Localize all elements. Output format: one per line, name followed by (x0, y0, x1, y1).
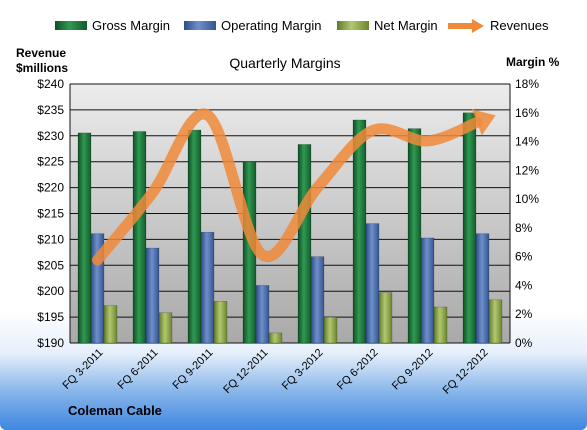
legend-label-operating-margin: Operating Margin (221, 18, 321, 33)
x-tick-label: FQ 6-2012 (335, 347, 381, 393)
right-tick-label: 16% (515, 106, 539, 120)
revenue-line-arrowhead (471, 109, 496, 136)
right-tick-label: 0% (515, 336, 533, 350)
operating-margin-bar (420, 237, 435, 344)
right-tick-label: 8% (515, 221, 533, 235)
x-tick-label: FQ 9-2012 (390, 347, 436, 393)
x-tick-label: FQ 3-2012 (280, 347, 326, 393)
right-axis-tick-labels: 0% 2% 4% 6% 8% 10% 12% 14% 16% 18% (515, 77, 539, 350)
operating-margin-bar (255, 285, 270, 344)
left-tick-label: $210 (37, 232, 64, 246)
left-tick-label: $215 (37, 207, 64, 221)
operating-margin-bar (145, 247, 160, 344)
bars (77, 112, 503, 344)
legend-label-revenues: Revenues (490, 18, 549, 33)
operating-margin-bar (310, 256, 325, 344)
right-tick-label: 12% (515, 163, 539, 177)
revenue-line (92, 108, 496, 266)
operating-margin-bar (200, 231, 215, 344)
x-tick-label: FQ 12-2012 (441, 347, 491, 397)
left-tick-label: $190 (37, 336, 64, 350)
left-axis-title-line2: $millions (16, 61, 68, 75)
net-margin-bar (378, 292, 393, 344)
gross-margin-bar (462, 112, 477, 344)
right-tick-label: 4% (515, 278, 533, 292)
operating-margin-bar (475, 233, 490, 344)
left-tick-label: $240 (37, 77, 64, 91)
legend-swatch-operating-margin (184, 21, 216, 30)
legend-label-gross-margin: Gross Margin (92, 18, 170, 33)
footer-company-label: Coleman Cable (68, 403, 162, 418)
left-tick-label: $225 (37, 155, 64, 169)
left-axis-title-line1: Revenue (16, 46, 66, 60)
right-tick-label: 2% (515, 307, 533, 321)
net-margin-bar (268, 332, 283, 344)
x-axis-tick-labels: FQ 3-2011 FQ 6-2011 FQ 9-2011 FQ 12-2011 FQ … (61, 347, 491, 397)
legend-swatch-net-margin (337, 21, 369, 30)
right-axis-title: Margin % (506, 55, 560, 69)
legend-arrow-revenues (472, 19, 484, 33)
net-margin-bar (103, 305, 118, 344)
left-tick-label: $205 (37, 258, 64, 272)
x-tick-label: FQ 6-2011 (116, 347, 161, 392)
gross-margin-bar (297, 144, 312, 344)
gross-margin-bar (132, 131, 147, 344)
right-tick-label: 10% (515, 192, 539, 206)
net-margin-bar (488, 299, 503, 344)
left-tick-label: $220 (37, 181, 64, 195)
net-margin-bar (158, 312, 173, 344)
legend-label-net-margin: Net Margin (374, 18, 438, 33)
chart-title: Quarterly Margins (229, 55, 340, 71)
right-tick-label: 14% (515, 135, 539, 149)
legend-swatch-gross-margin (55, 21, 87, 30)
x-tick-label: FQ 9-2011 (171, 347, 216, 392)
right-tick-label: 6% (515, 250, 533, 264)
gross-margin-bar (187, 129, 202, 344)
gross-margin-bar (407, 128, 422, 344)
net-margin-bar (213, 301, 228, 344)
left-tick-label: $200 (37, 284, 64, 298)
net-margin-bar (433, 306, 448, 344)
legend: Gross Margin Operating Margin Net Margin… (55, 18, 549, 33)
right-tick-label: 18% (515, 77, 539, 91)
gross-margin-bar (352, 119, 367, 344)
operating-margin-bar (365, 223, 380, 344)
net-margin-bar (323, 316, 338, 344)
x-tick-label: FQ 3-2011 (61, 347, 106, 392)
left-axis-tick-labels: $190 $195 $200 $205 $210 $215 $220 $225 $230 $235… (37, 77, 64, 350)
x-tick-label: FQ 12-2011 (221, 347, 270, 396)
left-tick-label: $230 (37, 129, 64, 143)
gross-margin-bar (77, 132, 92, 344)
left-tick-label: $235 (37, 103, 64, 117)
revenue-line-path (92, 108, 483, 266)
left-tick-label: $195 (37, 310, 64, 324)
